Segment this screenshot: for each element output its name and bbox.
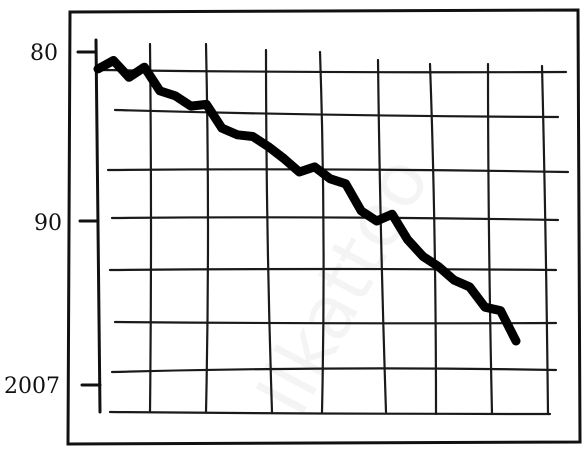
y-tick-label-90: 90	[34, 211, 62, 236]
gridline-h-8	[108, 410, 552, 416]
gridline-v-2	[204, 42, 210, 414]
gridline-h-2	[113, 108, 560, 119]
y-axis	[94, 38, 102, 414]
vertical-gridlines	[148, 42, 550, 416]
gridline-v-3	[264, 48, 274, 414]
gridline-h-7	[110, 367, 558, 374]
y-tick-label-2007: 2007	[4, 374, 60, 399]
gridline-h-5	[108, 267, 558, 272]
series-line	[93, 56, 521, 346]
gridline-h-3	[106, 168, 570, 174]
gridline-h-1	[98, 68, 568, 74]
gridline-h-4	[110, 216, 560, 222]
gridline-h-6	[113, 320, 558, 325]
gridline-v-8	[540, 64, 550, 416]
gridline-v-7	[486, 62, 494, 416]
gridline-v-6	[428, 62, 438, 416]
series-layer	[93, 56, 521, 346]
y-tick-label-80: 80	[30, 41, 58, 66]
horizontal-gridlines	[98, 68, 570, 416]
gridline-v-4	[318, 50, 325, 414]
gridline-v-5	[376, 58, 388, 414]
gridline-v-1	[148, 42, 153, 414]
